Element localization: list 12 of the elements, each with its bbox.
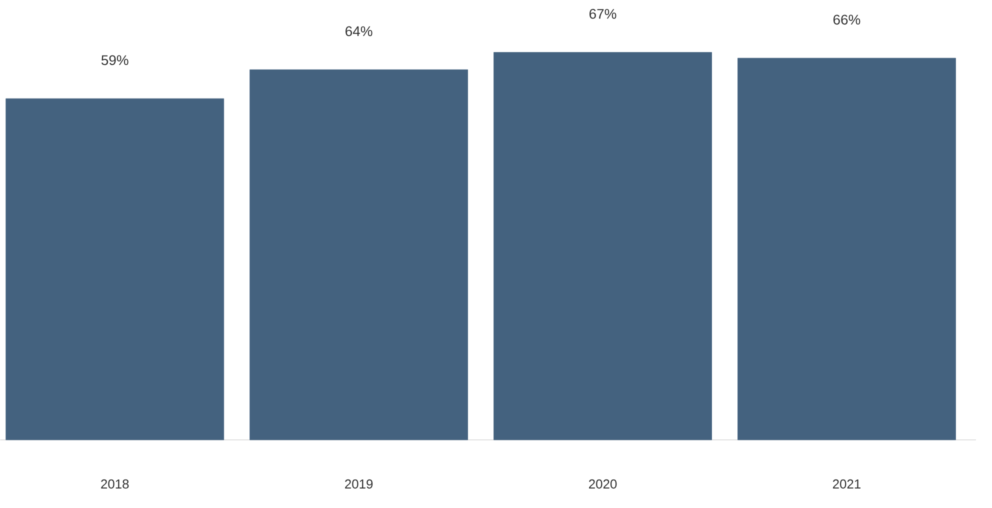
bar [738, 58, 956, 440]
data-label: 66% [833, 14, 860, 25]
bar [494, 52, 712, 440]
x-tick-label: 2020 [589, 479, 617, 489]
x-tick-label: 2021 [832, 479, 860, 489]
data-label: 59% [101, 55, 128, 66]
x-tick-label: 2018 [101, 479, 129, 489]
x-tick-label: 2019 [345, 479, 373, 489]
data-label: 64% [346, 26, 372, 36]
bar [250, 70, 468, 440]
data-label: 67% [590, 8, 616, 19]
bar [6, 98, 224, 440]
